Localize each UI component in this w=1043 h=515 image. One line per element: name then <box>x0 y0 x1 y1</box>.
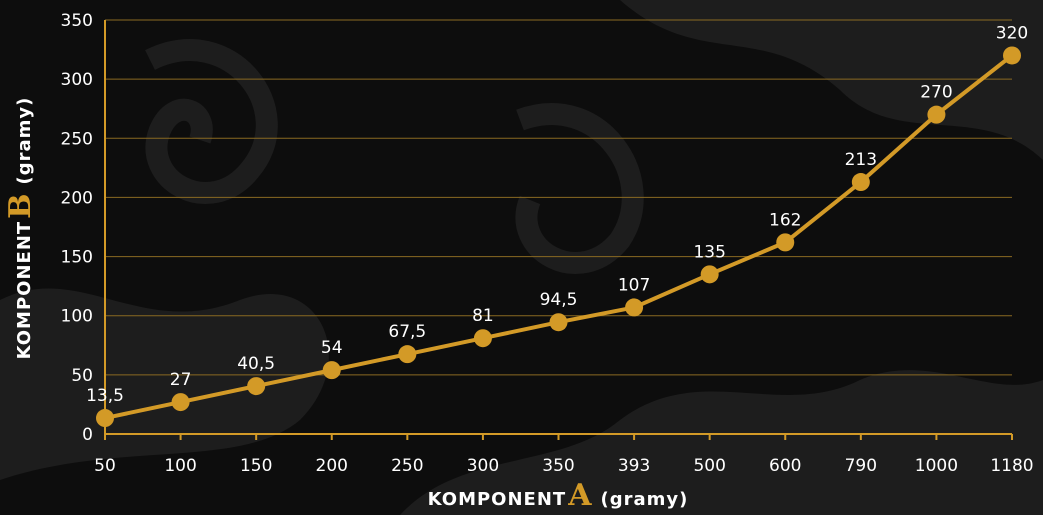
y-tick-labels: 0 50 100 150 200 250 300 350 <box>61 11 93 445</box>
background-swirl <box>515 103 644 274</box>
y-tick-label: 350 <box>61 11 93 31</box>
data-label: 40,5 <box>237 354 275 374</box>
data-point <box>247 377 266 396</box>
x-tick-label: 1180 <box>990 456 1033 476</box>
data-point <box>473 329 492 348</box>
x-tick-label: 790 <box>845 456 877 476</box>
y-tick-label: 250 <box>61 129 93 149</box>
background-swirl <box>400 370 1043 515</box>
data-point <box>398 345 417 364</box>
x-axis-title: KOMPONENTA (gramy) <box>428 478 689 513</box>
background-swirl <box>0 288 329 480</box>
y-axis-title-letter: B <box>3 192 38 218</box>
data-label: 13,5 <box>86 386 124 406</box>
axes <box>104 20 1013 440</box>
data-label: 213 <box>845 150 877 170</box>
x-tick-label: 150 <box>240 456 272 476</box>
y-tick-label: 150 <box>61 248 93 268</box>
data-label: 54 <box>321 338 343 358</box>
data-point <box>927 105 946 124</box>
y-tick-label: 50 <box>71 366 93 386</box>
y-tick-label: 100 <box>61 307 93 327</box>
x-axis-title-suffix: (gramy) <box>600 489 688 510</box>
x-tick-labels: 50 100 150 200 250 300 350 393 500 600 790 1000 1180 <box>94 456 1033 476</box>
data-point <box>625 298 644 317</box>
data-label: 107 <box>618 275 650 295</box>
y-axis-title-prefix: KOMPONENT <box>14 221 35 360</box>
data-label: 270 <box>920 83 952 103</box>
data-label: 94,5 <box>540 290 578 310</box>
data-point <box>322 361 341 380</box>
x-tick-label: 250 <box>391 456 423 476</box>
y-axis-title: KOMPONENT B (gramy) <box>3 97 38 360</box>
y-tick-label: 0 <box>82 425 93 445</box>
data-label: 135 <box>693 242 725 262</box>
x-tick-label: 393 <box>618 456 650 476</box>
x-tick-label: 500 <box>693 456 725 476</box>
data-point <box>851 173 870 192</box>
x-axis-title-prefix: KOMPONENT <box>428 489 567 510</box>
x-axis-title-letter: A <box>567 478 592 513</box>
x-tick-label: 100 <box>164 456 196 476</box>
x-tick-label: 50 <box>94 456 116 476</box>
data-label: 27 <box>170 370 192 390</box>
data-label: 320 <box>996 23 1028 43</box>
y-axis-title-suffix: (gramy) <box>14 97 35 185</box>
data-label: 162 <box>769 210 801 230</box>
x-tick-label: 300 <box>467 456 499 476</box>
y-tick-label: 200 <box>61 188 93 208</box>
x-tick-label: 600 <box>769 456 801 476</box>
data-point <box>96 409 114 428</box>
y-tick-label: 300 <box>61 70 93 90</box>
x-tick-label: 1000 <box>915 456 958 476</box>
data-point <box>776 233 795 252</box>
data-point <box>700 265 719 284</box>
x-tick-label: 200 <box>316 456 348 476</box>
data-point <box>549 313 568 332</box>
x-tick-label: 350 <box>542 456 574 476</box>
data-points <box>96 46 1021 428</box>
data-label: 81 <box>472 306 494 326</box>
data-labels: 13,5 27 40,5 54 67,5 81 94,5 107 135 162 213 270 320 <box>86 23 1028 406</box>
data-label: 67,5 <box>388 322 426 342</box>
data-point <box>171 393 190 412</box>
background-swirl <box>145 39 278 204</box>
data-point <box>1003 46 1021 65</box>
